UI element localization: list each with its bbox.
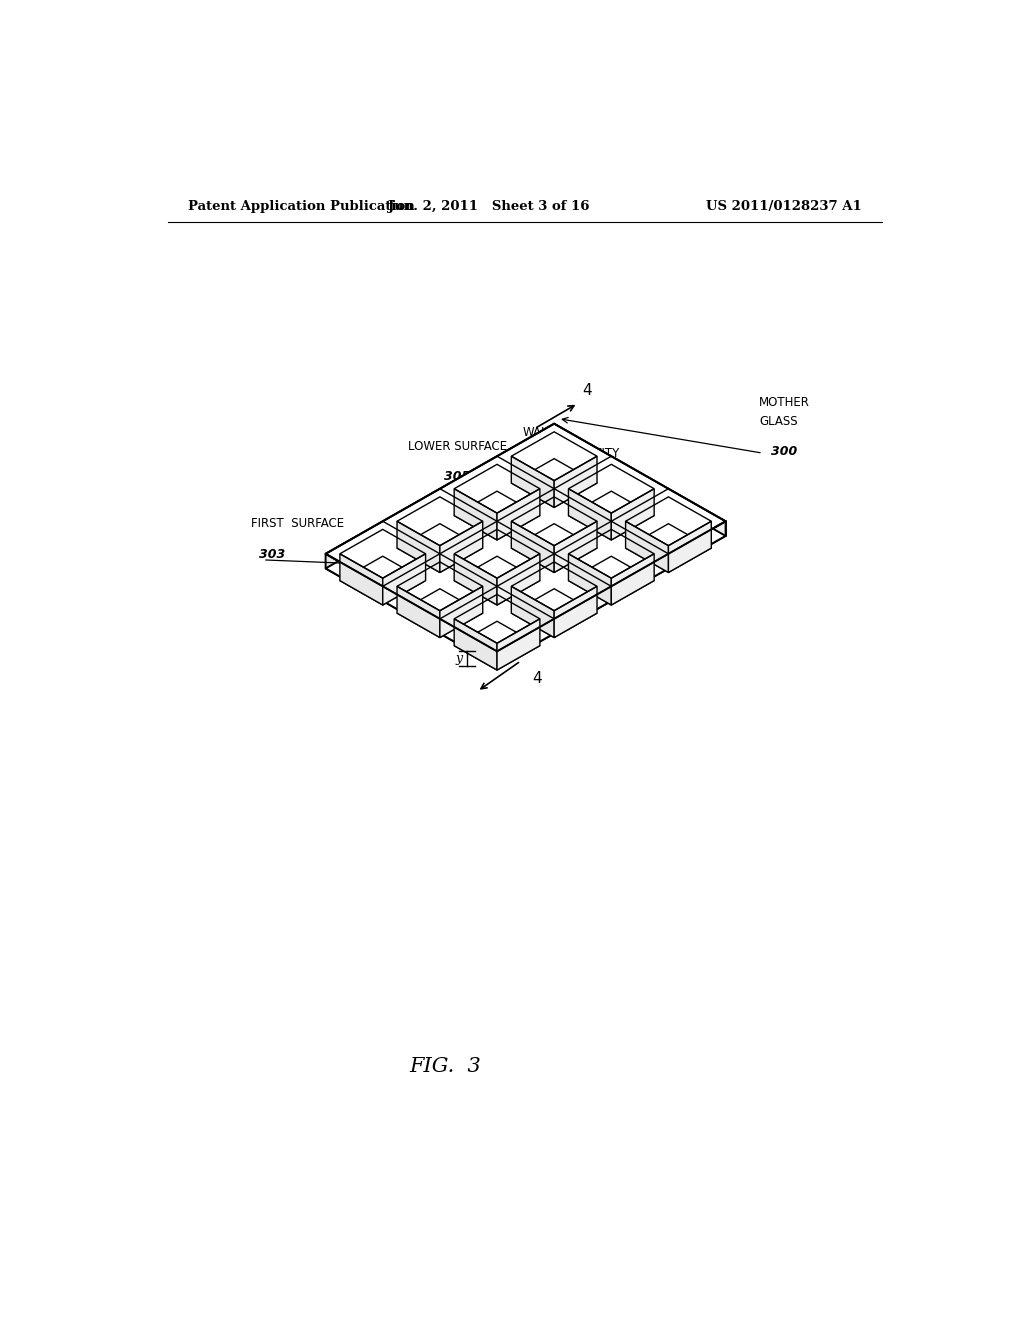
Polygon shape	[497, 619, 540, 671]
Polygon shape	[455, 622, 540, 671]
Polygon shape	[440, 586, 482, 638]
Text: LOWER SURFACE: LOWER SURFACE	[408, 440, 507, 453]
Text: GLASS: GLASS	[759, 414, 798, 428]
Polygon shape	[455, 556, 540, 605]
Polygon shape	[497, 488, 540, 540]
Polygon shape	[397, 586, 440, 638]
Polygon shape	[340, 554, 383, 605]
Text: y: y	[456, 652, 463, 665]
Text: Patent Application Publication: Patent Application Publication	[187, 199, 415, 213]
Polygon shape	[397, 521, 440, 573]
Polygon shape	[626, 524, 712, 573]
Text: MOTHER: MOTHER	[759, 396, 810, 409]
Polygon shape	[340, 556, 426, 605]
Polygon shape	[440, 521, 482, 573]
Polygon shape	[511, 457, 554, 507]
Polygon shape	[554, 457, 597, 507]
Polygon shape	[554, 586, 597, 638]
Polygon shape	[455, 554, 497, 605]
Text: 300: 300	[771, 445, 797, 458]
Polygon shape	[397, 589, 482, 638]
Text: 4: 4	[532, 671, 543, 686]
Polygon shape	[568, 488, 611, 540]
Polygon shape	[611, 554, 654, 605]
Polygon shape	[511, 458, 597, 507]
Polygon shape	[455, 491, 540, 540]
Polygon shape	[455, 488, 497, 540]
Text: US 2011/0128237 A1: US 2011/0128237 A1	[707, 199, 862, 213]
Polygon shape	[568, 491, 654, 540]
Polygon shape	[497, 521, 726, 667]
Polygon shape	[511, 586, 554, 638]
Polygon shape	[511, 589, 597, 638]
Text: 305: 305	[444, 470, 470, 483]
Text: FIG.  3: FIG. 3	[410, 1056, 481, 1076]
Text: 303: 303	[259, 548, 286, 561]
Text: 4: 4	[582, 383, 592, 399]
Polygon shape	[626, 521, 669, 573]
Polygon shape	[497, 554, 540, 605]
Text: Jun. 2, 2011   Sheet 3 of 16: Jun. 2, 2011 Sheet 3 of 16	[388, 199, 590, 213]
Text: 307: 307	[526, 457, 552, 469]
Polygon shape	[455, 619, 497, 671]
Polygon shape	[511, 521, 554, 573]
Polygon shape	[611, 488, 654, 540]
Polygon shape	[568, 556, 654, 605]
Polygon shape	[383, 554, 426, 605]
Text: FIRST  SURFACE: FIRST SURFACE	[251, 517, 344, 531]
Polygon shape	[326, 554, 497, 667]
Polygon shape	[326, 424, 726, 651]
Polygon shape	[568, 554, 611, 605]
Polygon shape	[397, 524, 482, 573]
Polygon shape	[554, 521, 597, 573]
Polygon shape	[326, 438, 726, 667]
Text: WALL: WALL	[523, 426, 555, 440]
Text: CAVITY: CAVITY	[578, 447, 620, 461]
Text: 301: 301	[586, 478, 611, 491]
Polygon shape	[669, 521, 712, 573]
Polygon shape	[511, 524, 597, 573]
